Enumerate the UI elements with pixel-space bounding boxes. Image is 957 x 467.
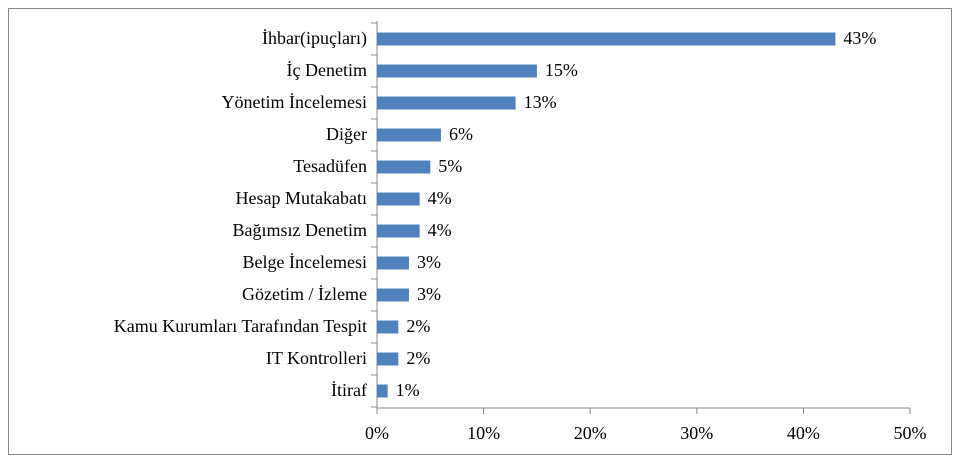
y-tick-label: Tesadüfen — [293, 156, 367, 176]
y-tick-label: IT Kontrolleri — [266, 348, 367, 368]
data-label: 3% — [417, 284, 441, 304]
y-tick-label: İtiraf — [331, 380, 367, 400]
data-label: 6% — [449, 124, 473, 144]
bar — [377, 32, 836, 46]
bar — [377, 224, 420, 238]
x-tick-label: 20% — [574, 423, 607, 443]
data-label: 43% — [843, 28, 876, 48]
y-tick-label: Kamu Kurumları Tarafından Tespit — [114, 316, 367, 336]
y-tick-label: Bağımsız Denetim — [233, 220, 367, 240]
bar — [377, 384, 388, 398]
y-tick-label: Diğer — [326, 124, 367, 144]
bar — [377, 96, 516, 110]
x-tick-label: 0% — [365, 423, 389, 443]
bar — [377, 256, 409, 270]
data-label: 4% — [428, 188, 452, 208]
bar — [377, 352, 399, 366]
data-label: 3% — [417, 252, 441, 272]
data-label: 13% — [524, 92, 557, 112]
data-label: 1% — [396, 380, 420, 400]
x-tick-label: 50% — [894, 423, 927, 443]
y-tick-label: İç Denetim — [287, 60, 367, 80]
y-tick-label: Belge İncelemesi — [243, 252, 367, 272]
data-label: 2% — [406, 316, 430, 336]
x-tick-label: 40% — [787, 423, 820, 443]
data-label: 2% — [406, 348, 430, 368]
x-tick-label: 30% — [680, 423, 713, 443]
bar — [377, 128, 441, 142]
bar — [377, 288, 409, 302]
y-tick-label: Yönetim İncelemesi — [222, 92, 367, 112]
data-label: 5% — [438, 156, 462, 176]
bar — [377, 64, 537, 78]
x-tick-label: 10% — [467, 423, 500, 443]
y-tick-label: Hesap Mutakabatı — [236, 188, 367, 208]
bar — [377, 160, 431, 174]
chart-border — [8, 8, 952, 455]
bar — [377, 192, 420, 206]
data-label: 15% — [545, 60, 578, 80]
y-tick-label: Gözetim / İzleme — [242, 284, 367, 304]
bar — [377, 320, 399, 334]
y-tick-label: İhbar(ipuçları) — [262, 28, 367, 49]
data-label: 4% — [428, 220, 452, 240]
